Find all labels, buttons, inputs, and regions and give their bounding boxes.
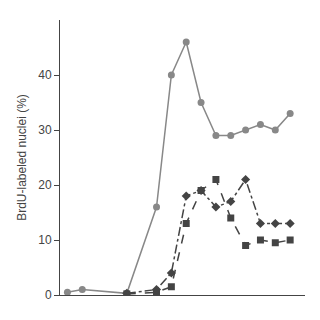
svg-text:BrdU-labeled nuclei (%): BrdU-labeled nuclei (%) — [15, 94, 29, 221]
svg-text:0: 0 — [45, 288, 52, 302]
svg-text:30: 30 — [38, 123, 52, 137]
svg-text:10: 10 — [38, 233, 52, 247]
svg-text:20: 20 — [38, 178, 52, 192]
svg-text:40: 40 — [38, 68, 52, 82]
